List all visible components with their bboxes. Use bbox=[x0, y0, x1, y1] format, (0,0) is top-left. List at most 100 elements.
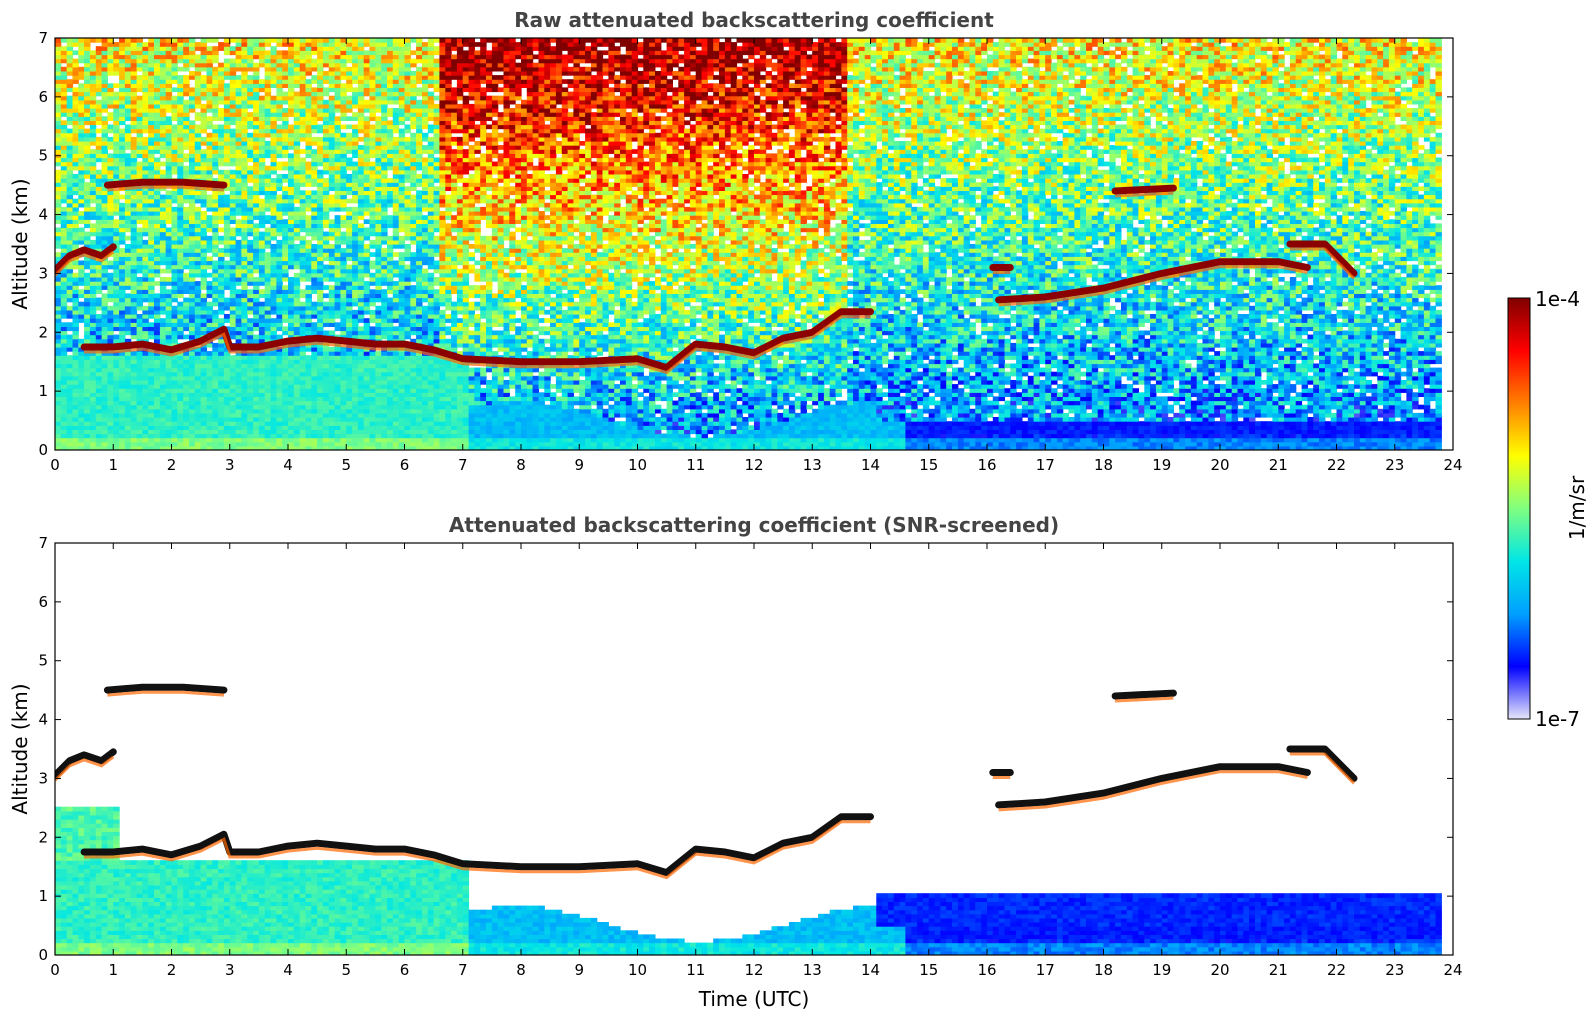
heatmap-cell bbox=[311, 359, 317, 364]
heatmap-cell bbox=[166, 87, 172, 92]
heatmap-cell bbox=[55, 228, 61, 233]
heatmap-cell bbox=[119, 79, 125, 84]
heatmap-cell bbox=[172, 256, 178, 261]
heatmap-cell bbox=[236, 388, 242, 393]
heatmap-cell bbox=[177, 215, 183, 220]
heatmap-cell bbox=[317, 281, 323, 286]
heatmap-cell bbox=[340, 438, 346, 443]
heatmap-cell bbox=[352, 133, 358, 138]
heatmap-cell bbox=[67, 38, 73, 43]
heatmap-cell bbox=[218, 310, 224, 315]
heatmap-cell bbox=[212, 384, 218, 389]
heatmap-cell bbox=[160, 125, 166, 130]
heatmap-cell bbox=[61, 133, 67, 138]
heatmap-cell bbox=[84, 79, 90, 84]
heatmap-cell bbox=[241, 223, 247, 228]
heatmap-cell bbox=[73, 429, 79, 434]
heatmap-cell bbox=[340, 293, 346, 298]
heatmap-cell bbox=[102, 434, 108, 439]
heatmap-cell bbox=[300, 219, 306, 224]
heatmap-cell bbox=[317, 351, 323, 356]
heatmap-cell bbox=[288, 326, 294, 331]
heatmap-cell bbox=[335, 351, 341, 356]
heatmap-cell bbox=[265, 178, 271, 183]
heatmap-cell bbox=[96, 322, 102, 327]
heatmap-cell bbox=[73, 50, 79, 55]
heatmap-cell bbox=[73, 322, 79, 327]
heatmap-cell bbox=[61, 211, 67, 216]
heatmap-cell bbox=[294, 215, 300, 220]
heatmap-cell bbox=[300, 137, 306, 142]
heatmap-cell bbox=[364, 421, 370, 426]
heatmap-cell bbox=[317, 417, 323, 422]
heatmap-cell bbox=[84, 133, 90, 138]
heatmap-cell bbox=[102, 207, 108, 212]
heatmap-cell bbox=[183, 368, 189, 373]
heatmap-cell bbox=[172, 314, 178, 319]
heatmap-cell bbox=[195, 63, 201, 68]
heatmap-cell bbox=[172, 401, 178, 406]
heatmap-cell bbox=[224, 380, 230, 385]
heatmap-cell bbox=[195, 199, 201, 204]
heatmap-cell bbox=[172, 190, 178, 195]
heatmap-cell bbox=[177, 137, 183, 142]
heatmap-cell bbox=[61, 50, 67, 55]
heatmap-cell bbox=[73, 240, 79, 245]
heatmap-cell bbox=[306, 153, 312, 158]
heatmap-cell bbox=[247, 75, 253, 80]
heatmap-cell bbox=[230, 384, 236, 389]
heatmap-cell bbox=[113, 298, 119, 303]
heatmap-cell bbox=[352, 100, 358, 105]
heatmap-cell bbox=[142, 166, 148, 171]
heatmap-cell bbox=[166, 236, 172, 241]
heatmap-cell bbox=[335, 285, 341, 290]
heatmap-cell bbox=[212, 261, 218, 266]
heatmap-cell bbox=[329, 285, 335, 290]
heatmap-cell bbox=[189, 96, 195, 101]
heatmap-cell bbox=[137, 162, 143, 167]
heatmap-cell bbox=[230, 368, 236, 373]
heatmap-cell bbox=[236, 322, 242, 327]
heatmap-cell bbox=[300, 236, 306, 241]
heatmap-cell bbox=[276, 376, 282, 381]
heatmap-cell bbox=[241, 244, 247, 249]
heatmap-cell bbox=[352, 38, 358, 43]
heatmap-cell bbox=[73, 129, 79, 134]
heatmap-cell bbox=[172, 384, 178, 389]
heatmap-cell bbox=[90, 318, 96, 323]
heatmap-cell bbox=[84, 108, 90, 113]
heatmap-cell bbox=[113, 170, 119, 175]
heatmap-cell bbox=[172, 153, 178, 158]
heatmap-cell bbox=[201, 438, 207, 443]
heatmap-cell bbox=[352, 376, 358, 381]
heatmap-cell bbox=[189, 434, 195, 439]
heatmap-cell bbox=[107, 162, 113, 167]
heatmap-cell bbox=[317, 203, 323, 208]
heatmap-cell bbox=[166, 409, 172, 414]
heatmap-cell bbox=[236, 434, 242, 439]
heatmap-cell bbox=[294, 92, 300, 97]
heatmap-cell bbox=[300, 166, 306, 171]
heatmap-cell bbox=[340, 153, 346, 158]
heatmap-cell bbox=[364, 306, 370, 311]
heatmap-cell bbox=[212, 405, 218, 410]
heatmap-cell bbox=[67, 376, 73, 381]
heatmap-cell bbox=[189, 42, 195, 47]
heatmap-cell bbox=[247, 364, 253, 369]
heatmap-cell bbox=[236, 442, 242, 447]
heatmap-cell bbox=[78, 401, 84, 406]
heatmap-cell bbox=[166, 417, 172, 422]
heatmap-cell bbox=[84, 355, 90, 360]
heatmap-cell bbox=[137, 396, 143, 401]
heatmap-cell bbox=[294, 104, 300, 109]
heatmap-cell bbox=[288, 55, 294, 60]
heatmap-cell bbox=[102, 232, 108, 237]
heatmap-cell bbox=[212, 417, 218, 422]
heatmap-cell bbox=[195, 248, 201, 253]
heatmap-cell bbox=[323, 314, 329, 319]
heatmap-cell bbox=[84, 388, 90, 393]
heatmap-cell bbox=[335, 87, 341, 92]
heatmap-cell bbox=[148, 108, 154, 113]
heatmap-cell bbox=[201, 401, 207, 406]
heatmap-cell bbox=[102, 396, 108, 401]
